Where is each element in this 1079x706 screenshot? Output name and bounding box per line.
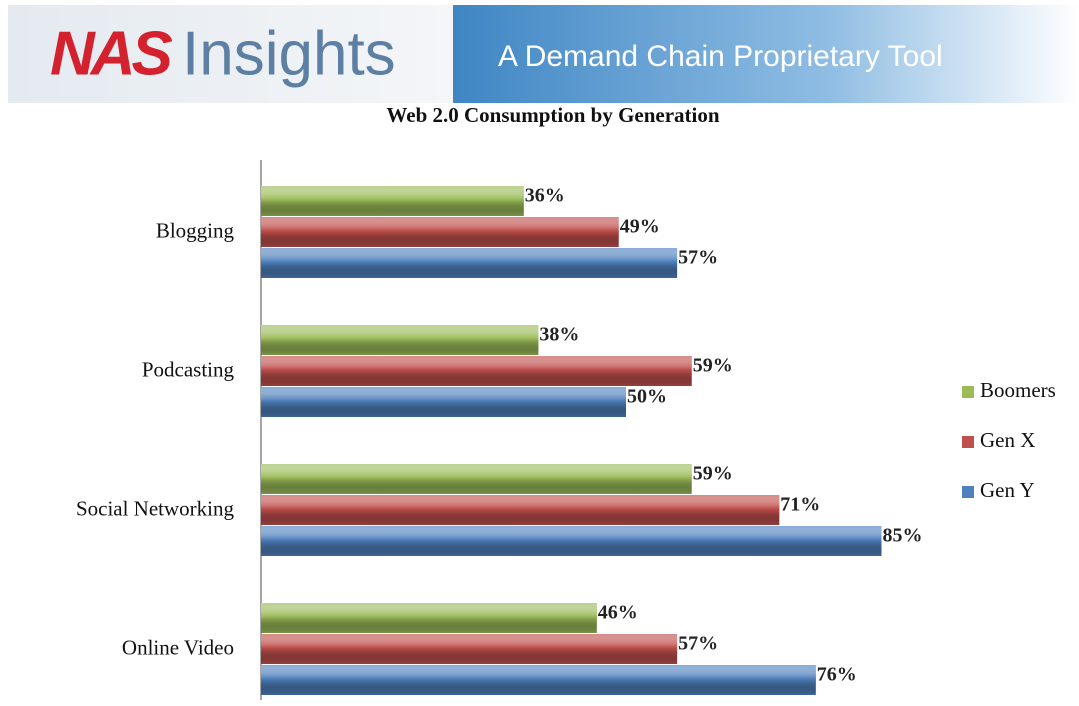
value-label: 59% [693,355,733,377]
bar-shade [261,325,539,355]
legend-swatch [962,386,974,398]
bar-shade [261,495,780,525]
value-label: 76% [817,664,857,686]
category-label: Blogging [156,218,235,242]
bar-shade [261,526,882,556]
value-label: 71% [780,494,820,516]
bar-shade [261,603,597,633]
value-label: 85% [883,525,923,547]
legend-swatch [962,486,974,498]
legend-label: Gen X [980,428,1035,452]
brand: Insights [182,19,396,88]
value-label: 57% [678,247,718,269]
bar-shade [261,464,692,494]
logo: NAS [50,19,173,88]
legend-swatch [962,436,974,448]
legend-label: Gen Y [980,478,1035,502]
value-label: 46% [598,602,638,624]
tagline: A Demand Chain Proprietary Tool [498,40,943,73]
bar-shade [261,634,678,664]
value-label: 38% [539,324,579,346]
value-label: 49% [620,216,660,238]
value-label: 36% [525,185,565,207]
legend-label: Boomers [980,378,1056,402]
category-label: Podcasting [142,357,235,381]
value-label: 59% [693,463,733,485]
bar-shade [261,248,678,278]
bar-shade [261,665,816,695]
value-label: 50% [627,386,667,408]
value-label: 57% [678,633,718,655]
bar-shade [261,356,692,386]
category-label: Online Video [122,635,234,659]
header-left [8,5,453,103]
bar-shade [261,217,619,247]
category-label: Social Networking [76,496,235,520]
header-right [453,5,1079,103]
bar-shade [261,387,626,417]
chart-title: Web 2.0 Consumption by Generation [386,103,719,127]
bar-shade [261,186,524,216]
